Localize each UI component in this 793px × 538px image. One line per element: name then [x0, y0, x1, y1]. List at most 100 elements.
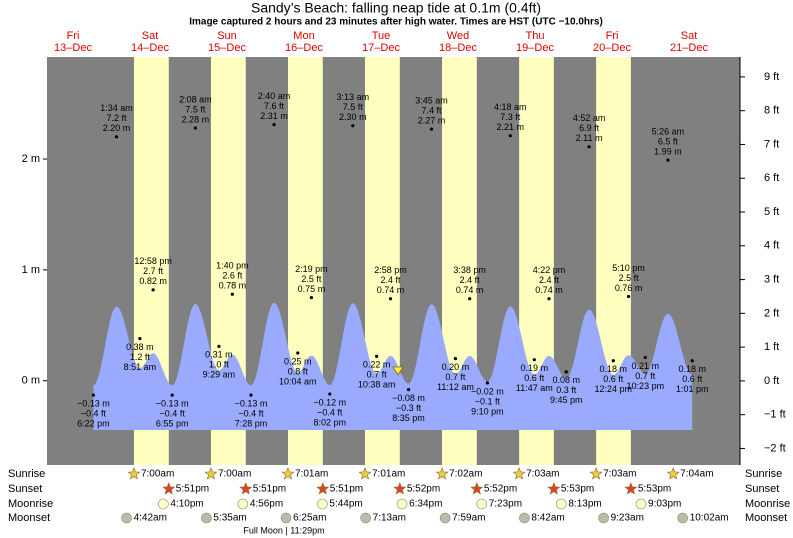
tide-label: −0.13 m: [235, 399, 268, 409]
tide-label: 2.21 m: [497, 122, 525, 132]
tide-curve: [93, 302, 693, 430]
tide-label: 7.5 ft: [343, 102, 364, 112]
sunset-icon: [547, 482, 561, 495]
day-date: 16–Dec: [285, 42, 323, 54]
tide-point: [690, 359, 694, 363]
tide-label: 5:26 am: [652, 126, 685, 136]
moonset-icon: [439, 512, 451, 524]
tide-label: 0.6 ft: [524, 373, 545, 383]
tide-point: [611, 359, 615, 363]
y2-tick-label: 9 ft: [764, 71, 779, 83]
row-time: 7:23pm: [489, 499, 522, 510]
sunrise-icon: [666, 467, 680, 480]
tide-point: [375, 354, 379, 358]
tide-label: 6.9 ft: [579, 123, 600, 133]
tide-label: 9:29 am: [203, 370, 236, 380]
tide-label: 0.74 m: [456, 285, 484, 295]
tide-label: −0.12 m: [313, 397, 346, 407]
sunset-icon: [162, 482, 176, 495]
row-label: Moonset: [745, 512, 787, 524]
row-time: 5:53pm: [561, 484, 594, 495]
tide-label: 12:24 pm: [595, 384, 633, 394]
day-date: 15–Dec: [208, 42, 246, 54]
tide-label: −0.4 ft: [160, 409, 186, 419]
tide-label: −0.13 m: [77, 399, 110, 409]
tide-label: 7:28 pm: [235, 419, 268, 429]
moonset-icon: [121, 512, 132, 524]
row-time: 7:13am: [373, 513, 406, 524]
moonset-icon: [519, 512, 530, 524]
tide-label: 8:51 am: [124, 362, 157, 372]
tide-point: [485, 381, 490, 385]
sunrise-icon: [358, 467, 372, 480]
day-weekday: Thu: [526, 30, 545, 42]
day-weekday: Sun: [217, 30, 237, 42]
row-time: 9:23am: [611, 513, 644, 524]
row-label: Moonrise: [745, 498, 790, 510]
tide-label: 0.82 m: [139, 276, 167, 286]
footnote: Full Moon | 11:29pm: [243, 525, 324, 535]
tide-label: −0.4 ft: [81, 409, 107, 419]
tide-label: 7.5 ft: [185, 104, 206, 114]
tide-label: 0.75 m: [298, 284, 326, 294]
day-weekday: Fri: [606, 30, 619, 42]
tide-label: 2:08 am: [179, 94, 212, 104]
tide-label: 0.21 m: [632, 361, 660, 371]
tide-label: 2.4 ft: [539, 275, 560, 285]
tide-point: [468, 297, 472, 301]
tide-point: [508, 134, 512, 138]
tide-label: 0.74 m: [535, 285, 563, 295]
tide-point: [587, 145, 591, 149]
tide-label: 0.7 ft: [367, 370, 388, 380]
tide-point: [406, 388, 411, 392]
sunrise-icon: [435, 467, 449, 480]
tide-label: 0.20 m: [442, 362, 470, 372]
moonrise-icon: [396, 498, 408, 510]
tide-label: 3:45 am: [415, 95, 448, 105]
sunrise-icon: [589, 467, 603, 480]
row-time: 7:00am: [218, 469, 251, 480]
row-time: 7:01am: [295, 469, 328, 480]
moonrise-icon: [317, 498, 328, 510]
tide-label: 1.0 ft: [209, 360, 230, 370]
sunset-icon: [316, 482, 330, 495]
moonrise-icon: [635, 498, 647, 510]
sunrise-icon: [204, 467, 218, 480]
tide-label: 0.18 m: [600, 364, 628, 374]
tide-label: 1.99 m: [654, 146, 682, 156]
tide-point: [272, 123, 276, 127]
tide-label: 2.11 m: [576, 133, 603, 143]
y2-tick-label: 4 ft: [764, 240, 779, 252]
now-marker: [392, 366, 404, 376]
row-label: Sunset: [745, 483, 779, 495]
tide-label: 4:22 pm: [533, 265, 566, 275]
y2-tick-label: −1 ft: [764, 409, 786, 421]
row-time: 7:03am: [603, 469, 636, 480]
row-time: 8:13pm: [568, 499, 601, 510]
tide-label: 0.74 m: [377, 285, 405, 295]
tide-point: [626, 294, 631, 299]
y2-tick-label: 5 ft: [764, 206, 779, 218]
tide-label: 0.08 m: [553, 375, 581, 385]
y-tick-label: 1 m: [22, 264, 40, 276]
tide-label: 1:34 am: [100, 103, 133, 113]
tide-label: 8:35 pm: [392, 413, 425, 423]
tide-label: 10:23 pm: [627, 381, 665, 391]
tide-point: [170, 393, 174, 397]
day-date: 19–Dec: [516, 42, 554, 54]
y2-tick-label: 6 ft: [764, 172, 779, 184]
tide-label: 2.5 ft: [301, 274, 322, 284]
day-weekday: Sat: [681, 30, 698, 42]
tide-label: −0.4 ft: [238, 409, 264, 419]
row-time: 5:52pm: [484, 484, 517, 495]
tide-point: [91, 393, 96, 397]
tide-label: 0.18 m: [679, 364, 707, 374]
sunset-icon: [239, 482, 253, 495]
moonset-icon: [677, 512, 688, 524]
tide-label: 2.30 m: [339, 112, 367, 122]
tide-label: 0.19 m: [521, 363, 549, 373]
plot: −0.13 m−0.4 ft6:22 pm1:34 am7.2 ft2.20 m…: [77, 91, 709, 430]
tide-label: 2.28 m: [182, 114, 210, 124]
tide-label: 0.78 m: [219, 281, 247, 291]
day-date: 20–Dec: [593, 42, 631, 54]
